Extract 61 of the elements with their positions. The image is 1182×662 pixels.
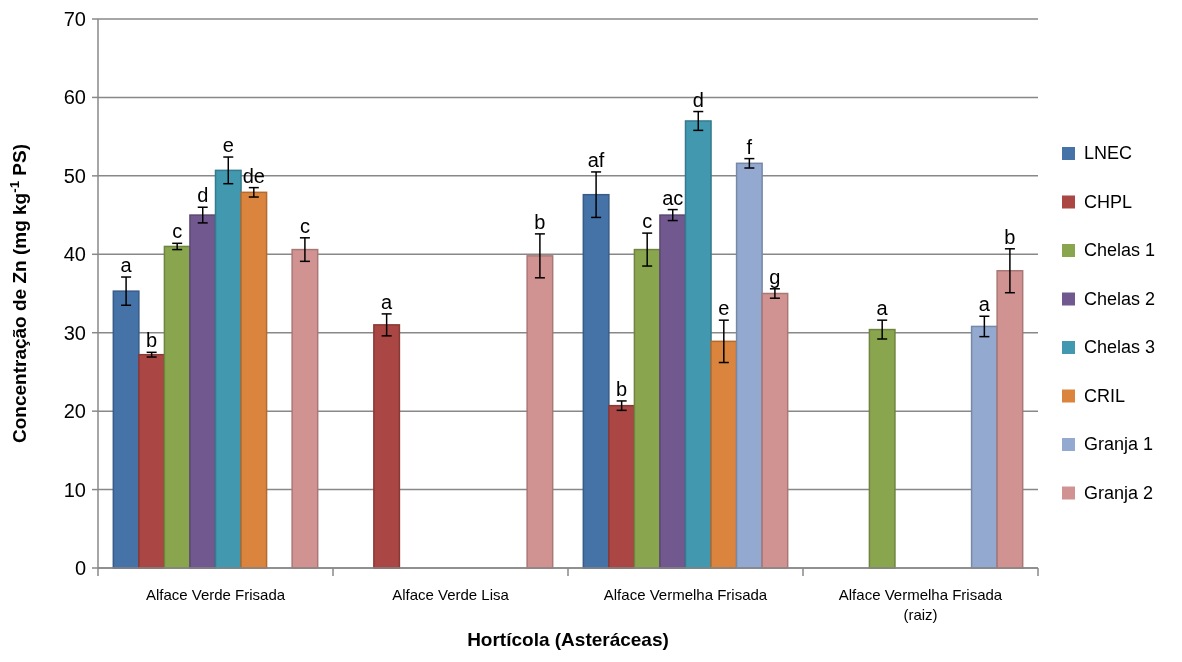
legend-label: CHPL <box>1084 191 1133 212</box>
y-tick-label: 60 <box>63 86 86 109</box>
x-tick-label: Alface Verde Frisada <box>145 586 286 603</box>
bar <box>970 325 998 569</box>
data-label: d <box>197 184 209 207</box>
y-tick-label: 30 <box>63 321 86 344</box>
bar <box>735 162 763 569</box>
bar <box>608 404 636 569</box>
x-tick-label: Alface Vermelha Frisada <box>603 586 768 603</box>
bar <box>684 120 712 569</box>
legend-label: Chelas 1 <box>1084 240 1156 260</box>
data-label: a <box>876 297 889 320</box>
x-axis-title: Hortícola (Asteráceas) <box>467 629 669 650</box>
legend-label: CRIL <box>1084 385 1126 406</box>
data-label: e <box>718 297 730 320</box>
data-label: f <box>746 135 753 158</box>
data-label: g <box>769 265 781 288</box>
legend-label: LNEC <box>1084 143 1133 163</box>
legend-label: Granja 1 <box>1084 434 1154 454</box>
data-label: e <box>222 134 234 157</box>
y-tick-label: 70 <box>63 8 86 30</box>
bar <box>112 290 140 569</box>
legend-label: Granja 2 <box>1084 482 1154 503</box>
bar <box>996 270 1024 569</box>
bar <box>633 248 661 569</box>
bar <box>163 245 191 569</box>
data-label: a <box>978 293 991 316</box>
y-tick-label: 20 <box>63 400 86 423</box>
data-label: c <box>299 214 310 237</box>
data-label: b <box>616 377 628 400</box>
data-label: de <box>242 164 265 187</box>
data-label: c <box>172 220 183 243</box>
data-label: ac <box>662 186 684 209</box>
legend-label: Chelas 2 <box>1084 288 1156 309</box>
x-tick-label: Alface Verde Lisa <box>392 586 510 603</box>
bar <box>240 191 268 569</box>
bar <box>868 328 896 569</box>
data-label: b <box>146 329 158 352</box>
y-tick-label: 50 <box>63 164 86 187</box>
y-tick-label: 0 <box>74 557 86 579</box>
x-tick-label: Alface Vermelha Frisada (raiz) <box>838 586 1003 623</box>
bar <box>214 169 242 569</box>
y-tick-label: 10 <box>63 478 86 501</box>
bar <box>659 214 687 569</box>
data-label: b <box>534 210 546 233</box>
data-label: b <box>1004 225 1016 248</box>
bar <box>138 353 166 569</box>
data-label: d <box>692 88 704 111</box>
legend-label: Chelas 3 <box>1084 337 1156 357</box>
bar <box>761 292 789 569</box>
data-label: af <box>587 148 605 171</box>
data-label: c <box>642 210 653 233</box>
y-tick-label: 40 <box>63 243 86 266</box>
bar <box>710 340 738 569</box>
bar <box>582 193 610 569</box>
bar <box>526 255 554 569</box>
data-label: a <box>381 290 394 313</box>
bar <box>373 324 401 569</box>
bar <box>291 248 319 569</box>
data-label: a <box>120 254 133 277</box>
bar <box>189 214 217 569</box>
